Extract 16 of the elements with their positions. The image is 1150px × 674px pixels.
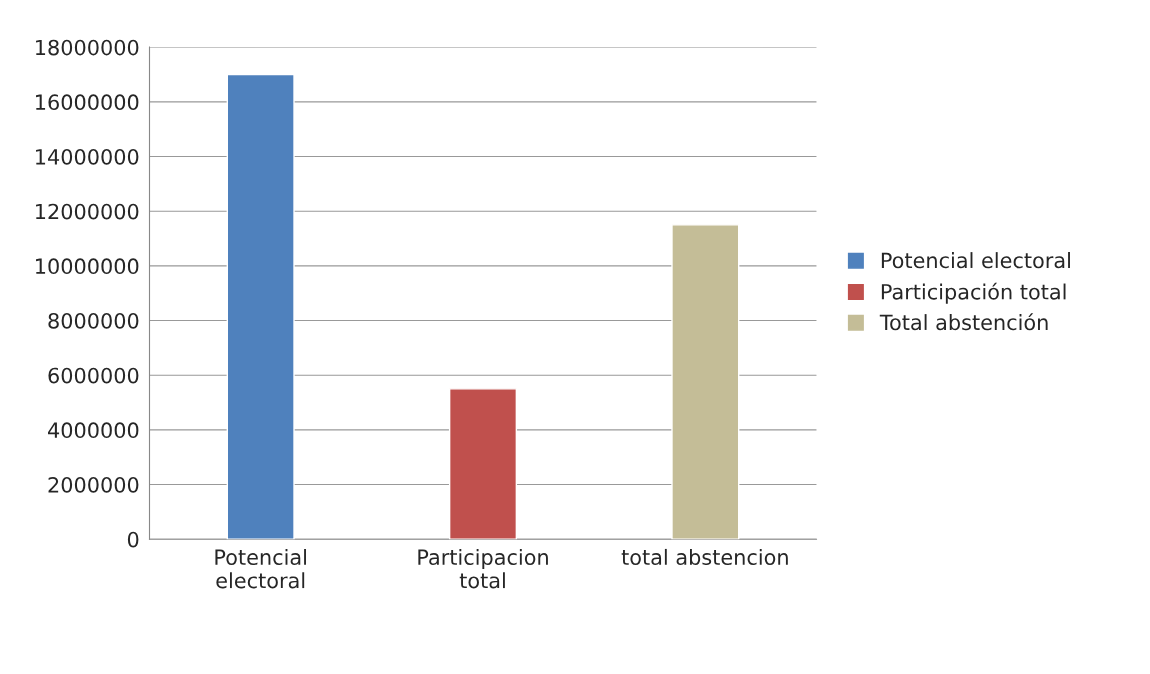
y-tick-label: 16000000 [36, 94, 139, 111]
y-tick-label: 18000000 [36, 39, 139, 56]
y-tick-label: 14000000 [36, 148, 139, 165]
legend-label: Participación total [881, 282, 1066, 304]
legend-label: Total abstención [879, 313, 1048, 331]
y-tick-label: 10000000 [36, 258, 139, 275]
legend-label: Potencial electoral [881, 252, 1070, 269]
x-tick-label: Potencial electoral [215, 548, 306, 589]
y-tick-label: 0 [127, 531, 139, 548]
x-tick-label: Participacion total [418, 548, 548, 589]
x-tick-label: total abstencion [621, 548, 788, 566]
y-tick-label: 2000000 [48, 476, 139, 493]
y-tick-label: 8000000 [48, 312, 139, 329]
y-tick-label: 6000000 [48, 367, 139, 384]
y-tick-label: 12000000 [36, 203, 139, 220]
y-tick-label: 4000000 [48, 422, 139, 439]
